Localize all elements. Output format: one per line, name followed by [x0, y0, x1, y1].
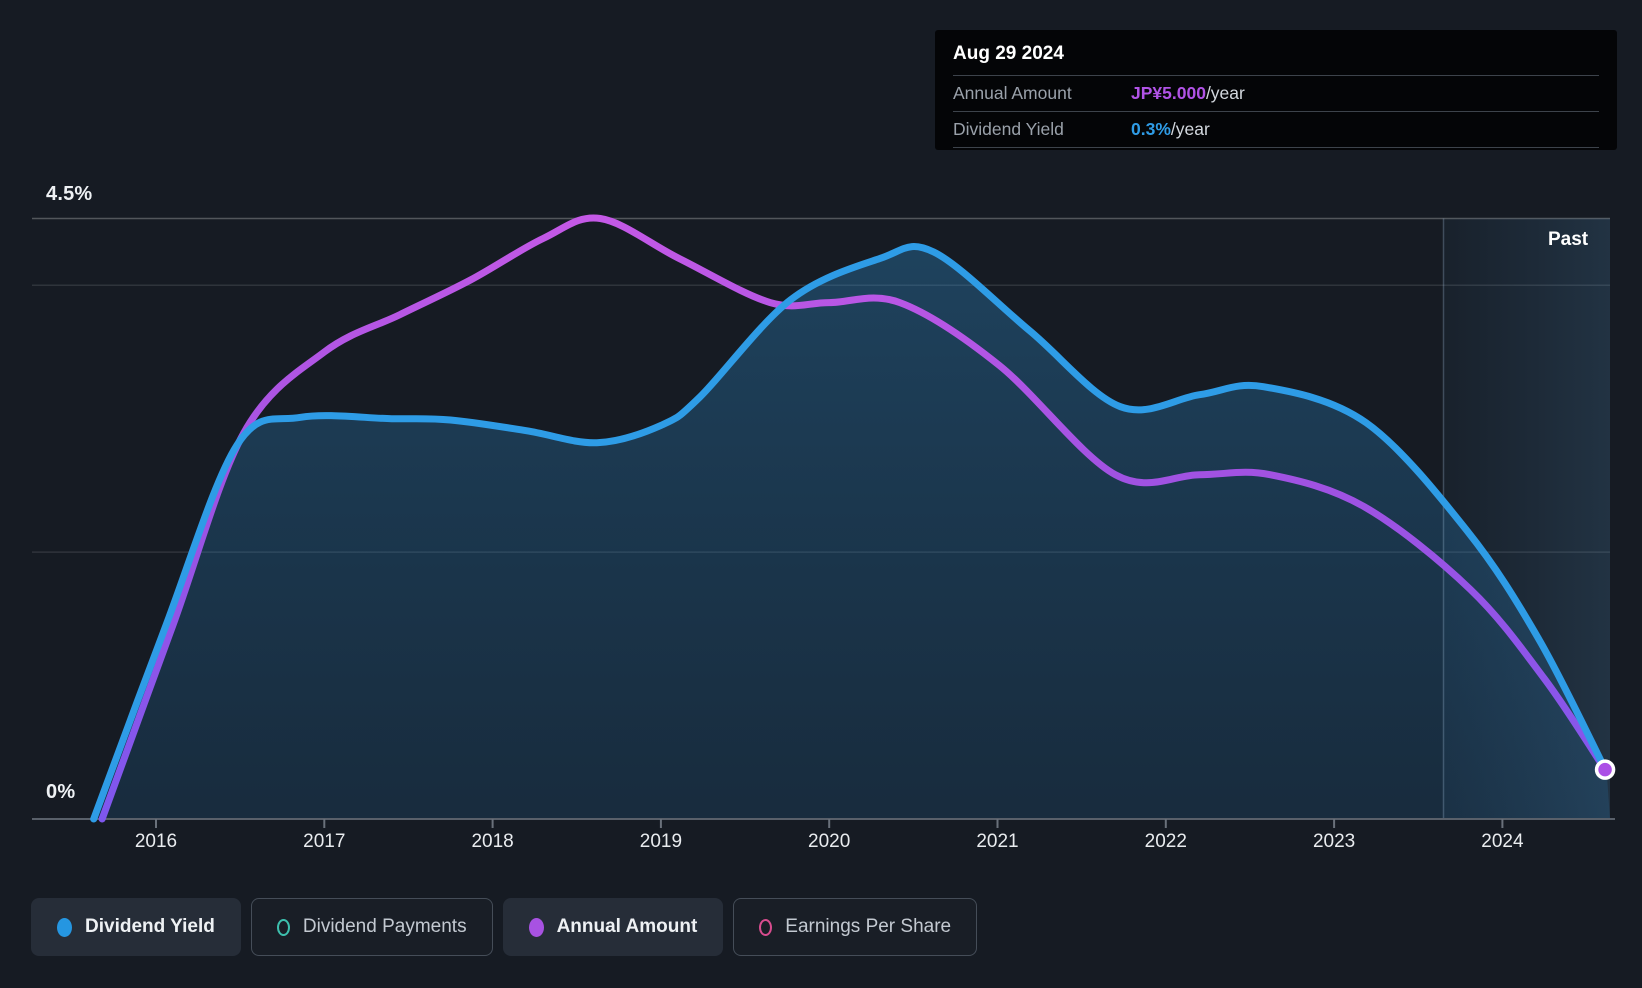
dividend-yield-area: [93, 246, 1611, 819]
chart-legend: Dividend Yield Dividend Payments Annual Am…: [31, 898, 978, 956]
x-axis-label-2022: 2022: [1144, 831, 1187, 852]
tooltip-row-value: 0.3%: [1131, 119, 1171, 139]
tooltip-row-0: Annual Amount JP¥5.000/year: [953, 75, 1599, 111]
legend-chip-label: Dividend Payments: [302, 916, 467, 937]
legend-dot-icon: [528, 917, 544, 937]
legend-chip-label: Annual Amount: [556, 916, 698, 937]
tooltip-row-label: Dividend Yield: [953, 119, 1064, 139]
x-axis-label-2021: 2021: [976, 831, 1019, 852]
y-axis-max-label: 4.5%: [46, 183, 93, 205]
past-region-label: Past: [1548, 229, 1589, 250]
legend-open-circle-icon: [759, 918, 773, 936]
tooltip-date: Aug 29 2024: [953, 43, 1064, 64]
legend-dot-icon: [57, 917, 72, 937]
x-axis-label-2019: 2019: [639, 831, 683, 852]
series-endpoint-dot[interactable]: [1594, 759, 1616, 780]
tooltip-row-suffix: /year: [1170, 119, 1210, 139]
legend-chip-dividend-yield[interactable]: Dividend Yield: [31, 898, 241, 956]
dividend-yield-line[interactable]: [90, 243, 1611, 823]
legend-chip-label: Dividend Yield: [85, 916, 215, 937]
x-axis-label-2024: 2024: [1481, 831, 1524, 852]
x-axis-label-2018: 2018: [471, 831, 514, 852]
chart-tooltip: Aug 29 2024 Annual Amount JP¥5.000/year Di…: [935, 30, 1617, 150]
x-axis-label-2023: 2023: [1312, 831, 1356, 852]
x-axis-label-2017: 2017: [303, 831, 346, 852]
legend-chip-dividend-payments[interactable]: Dividend Payments: [250, 898, 493, 956]
tooltip-row-suffix: /year: [1205, 83, 1245, 103]
legend-open-circle-icon: [276, 918, 290, 936]
x-axis-label-2020: 2020: [808, 831, 851, 852]
legend-chip-label: Earnings Per Share: [785, 916, 952, 937]
tooltip-rows: Annual Amount JP¥5.000/year Dividend Yield…: [953, 75, 1599, 148]
y-axis-zero-label: 0%: [46, 781, 76, 803]
legend-chip-earnings-per-share[interactable]: Earnings Per Share: [733, 898, 978, 956]
legend-chip-annual-amount[interactable]: Annual Amount: [502, 898, 724, 956]
tooltip-row-1: Dividend Yield 0.3%/year: [953, 111, 1599, 148]
annual-amount-line[interactable]: [98, 214, 1609, 823]
x-axis-label-2016: 2016: [134, 831, 178, 852]
tooltip-row-label: Annual Amount: [953, 83, 1072, 103]
tooltip-row-value: JP¥5.000: [1131, 83, 1206, 103]
